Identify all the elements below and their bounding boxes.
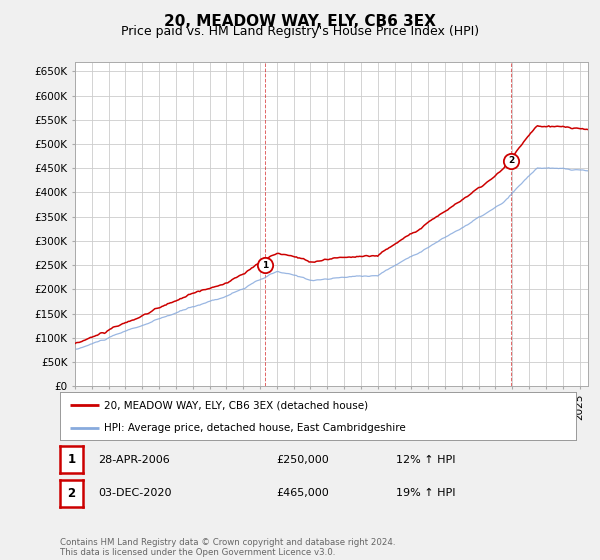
Text: Price paid vs. HM Land Registry's House Price Index (HPI): Price paid vs. HM Land Registry's House …: [121, 25, 479, 38]
Text: 20, MEADOW WAY, ELY, CB6 3EX (detached house): 20, MEADOW WAY, ELY, CB6 3EX (detached h…: [104, 400, 368, 410]
Text: Contains HM Land Registry data © Crown copyright and database right 2024.
This d: Contains HM Land Registry data © Crown c…: [60, 538, 395, 557]
Text: 2: 2: [67, 487, 76, 500]
Text: 1: 1: [67, 453, 76, 466]
Text: £465,000: £465,000: [276, 488, 329, 498]
Text: 1: 1: [262, 261, 269, 270]
Text: 2: 2: [508, 156, 514, 165]
Text: 03-DEC-2020: 03-DEC-2020: [98, 488, 172, 498]
Text: 28-APR-2006: 28-APR-2006: [98, 455, 170, 465]
Text: HPI: Average price, detached house, East Cambridgeshire: HPI: Average price, detached house, East…: [104, 423, 406, 433]
Text: 12% ↑ HPI: 12% ↑ HPI: [396, 455, 455, 465]
Text: £250,000: £250,000: [276, 455, 329, 465]
Text: 19% ↑ HPI: 19% ↑ HPI: [396, 488, 455, 498]
Text: 20, MEADOW WAY, ELY, CB6 3EX: 20, MEADOW WAY, ELY, CB6 3EX: [164, 14, 436, 29]
